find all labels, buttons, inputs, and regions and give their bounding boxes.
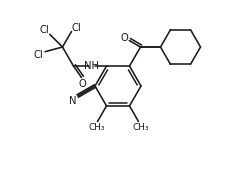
- Text: Cl: Cl: [71, 23, 81, 33]
- Text: CH₃: CH₃: [88, 123, 104, 132]
- Text: CH₃: CH₃: [132, 123, 148, 132]
- Text: O: O: [78, 79, 86, 89]
- Text: N: N: [69, 96, 76, 106]
- Text: O: O: [120, 33, 128, 42]
- Text: NH: NH: [84, 61, 99, 71]
- Text: Cl: Cl: [40, 25, 49, 35]
- Text: Cl: Cl: [33, 50, 43, 60]
